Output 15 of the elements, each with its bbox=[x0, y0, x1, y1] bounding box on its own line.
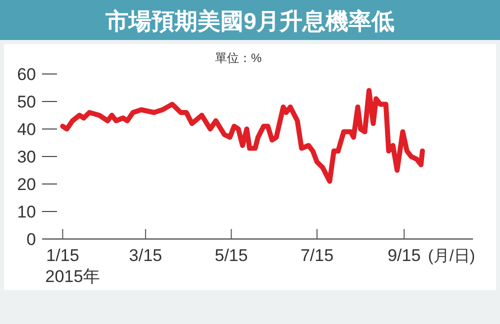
chart-title: 市場預期美國9月升息機率低 bbox=[104, 8, 394, 34]
y-tick-label: 40 bbox=[17, 120, 36, 139]
x-tick-label: 5/15 bbox=[214, 246, 248, 265]
y-axis-title: 單位：% bbox=[215, 51, 262, 65]
y-tick-label: 20 bbox=[17, 174, 36, 194]
y-tick-label: 50 bbox=[17, 92, 36, 112]
x-tick-label: 1/15 2015年 bbox=[45, 246, 100, 286]
x-tick-label: 3/15 bbox=[129, 246, 162, 265]
x-tick-label: 7/15 bbox=[300, 246, 334, 265]
x-axis-title: (月/日) bbox=[428, 248, 476, 265]
x-tick-label: 9/15 bbox=[388, 246, 421, 265]
y-tick-label: 30 bbox=[17, 147, 36, 166]
y-tick-label: 0 bbox=[26, 230, 36, 249]
y-tick-label: 10 bbox=[17, 202, 36, 222]
y-tick-label: 60 bbox=[17, 64, 36, 84]
